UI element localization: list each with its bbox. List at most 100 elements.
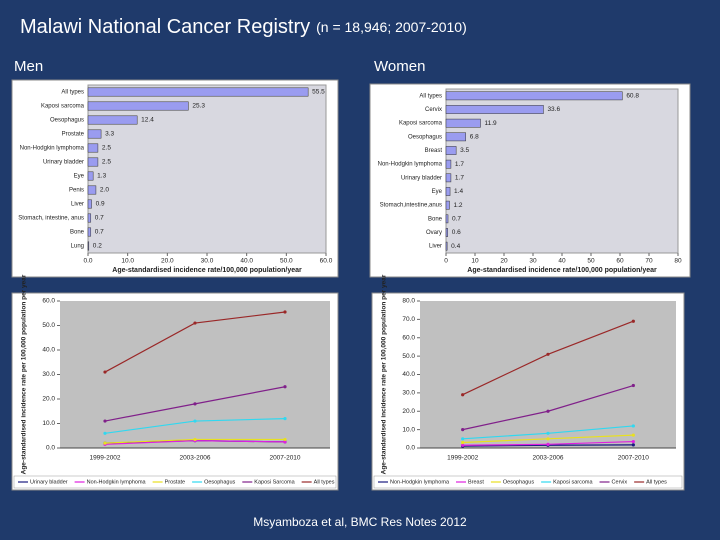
footer: Msyamboza et al, BMC Res Notes 2012 (253, 515, 467, 529)
x-tick-label: 0 (444, 258, 448, 265)
marker (631, 424, 635, 428)
y-tick-label: 20.0 (402, 408, 415, 415)
x-tick-label: 20.0 (161, 258, 174, 265)
bar (445, 132, 466, 142)
value-label: 60.8 (626, 93, 639, 100)
marker (283, 310, 287, 314)
bar (87, 115, 138, 125)
women-label: Women (374, 58, 425, 75)
y-tick-label: Bone (70, 230, 85, 236)
legend-label: Kaposi Sarcoma (254, 479, 295, 485)
bar (445, 241, 448, 251)
plot-area (87, 84, 327, 254)
marker (631, 433, 635, 437)
bar (87, 143, 99, 153)
legend-label: Oesophagus (503, 479, 534, 485)
value-label: 1.2 (453, 202, 462, 209)
value-label: 12.4 (141, 117, 154, 124)
marker (461, 443, 465, 447)
y-tick-label: Cervix (425, 107, 442, 113)
x-tick-label: 50.0 (280, 258, 293, 265)
y-tick-label: Lung (71, 244, 84, 250)
x-tick-label: 60 (616, 258, 624, 265)
bar (87, 87, 309, 97)
y-tick-label: 20.0 (42, 396, 55, 403)
value-label: 1.7 (455, 175, 464, 182)
legend-label: Non-Hodgkin lymphoma (390, 479, 450, 485)
marker (546, 437, 550, 441)
x-tick-label: 10 (471, 258, 479, 265)
bar (87, 199, 92, 209)
x-tick-label: 80 (674, 258, 682, 265)
bar (445, 118, 481, 128)
value-label: 0.7 (452, 216, 461, 223)
title: Malawi National Cancer Registry (20, 16, 310, 38)
marker (283, 440, 287, 444)
y-tick-label: Ovary (426, 230, 442, 236)
bar (87, 213, 92, 223)
value-label: 0.6 (452, 229, 461, 236)
bar (445, 200, 450, 210)
value-label: 0.7 (95, 229, 104, 236)
x-tick-label: 60.0 (320, 258, 333, 265)
bar (445, 228, 448, 237)
marker (283, 437, 287, 442)
legend-label: Kaposi sarcoma (553, 479, 593, 485)
marker (631, 383, 635, 388)
legend-label: All types (646, 479, 667, 485)
y-tick-label: 80.0 (402, 298, 415, 305)
y-tick-label: Oesophagus (408, 134, 442, 140)
y-tick-label: All types (61, 90, 84, 96)
x-tick-label: 2003-2006 (532, 455, 563, 462)
y-tick-label: 0.0 (46, 445, 55, 452)
y-tick-label: 40.0 (42, 347, 55, 354)
value-label: 11.9 (485, 120, 498, 127)
y-tick-label: 0.0 (406, 445, 415, 452)
men-label: Men (14, 58, 43, 75)
legend-frame (13, 475, 337, 489)
value-label: 25.3 (192, 103, 205, 110)
marker (631, 443, 635, 447)
bar (87, 101, 189, 111)
y-tick-label: Urinary bladder (401, 175, 442, 181)
x-tick-label: 1999-2002 (447, 455, 478, 462)
legend-label: All types (314, 479, 335, 485)
y-tick-label: 70.0 (402, 316, 415, 323)
value-label: 55.5 (312, 89, 325, 96)
marker (283, 385, 287, 389)
bar (87, 171, 94, 181)
y-tick-label: 60.0 (42, 298, 55, 305)
marker (631, 439, 635, 444)
bar (445, 187, 451, 196)
bar (445, 214, 449, 224)
legend-frame (373, 475, 683, 489)
y-tick-label: Prostate (62, 132, 85, 138)
bar (445, 146, 457, 155)
marker (103, 370, 107, 374)
marker (103, 441, 107, 445)
y-tick-label: Breast (425, 148, 443, 154)
y-tick-label: 60.0 (402, 334, 415, 341)
y-tick-label: Kaposi sarcoma (399, 121, 443, 127)
bar (87, 241, 90, 251)
marker (283, 417, 287, 421)
x-tick-label: 10.0 (121, 258, 134, 265)
value-label: 0.9 (96, 201, 105, 208)
x-axis-label: Age-standardised incidence rate/100,000 … (467, 267, 657, 274)
y-tick-label: Liver (429, 244, 442, 250)
value-label: 2.5 (102, 159, 111, 166)
bar (445, 91, 623, 101)
value-label: 1.4 (454, 188, 463, 195)
value-label: 0.2 (93, 243, 102, 250)
value-label: 33.6 (547, 106, 560, 113)
bar (445, 173, 452, 183)
y-tick-label: 40.0 (402, 371, 415, 378)
marker (193, 321, 197, 325)
x-tick-label: 2007-2010 (269, 455, 300, 462)
bar (87, 157, 99, 167)
bar (87, 185, 97, 195)
marker (461, 428, 465, 432)
x-tick-label: 2007-2010 (618, 455, 649, 462)
legend-label: Cervix (612, 479, 628, 485)
y-tick-label: 30.0 (42, 371, 55, 378)
